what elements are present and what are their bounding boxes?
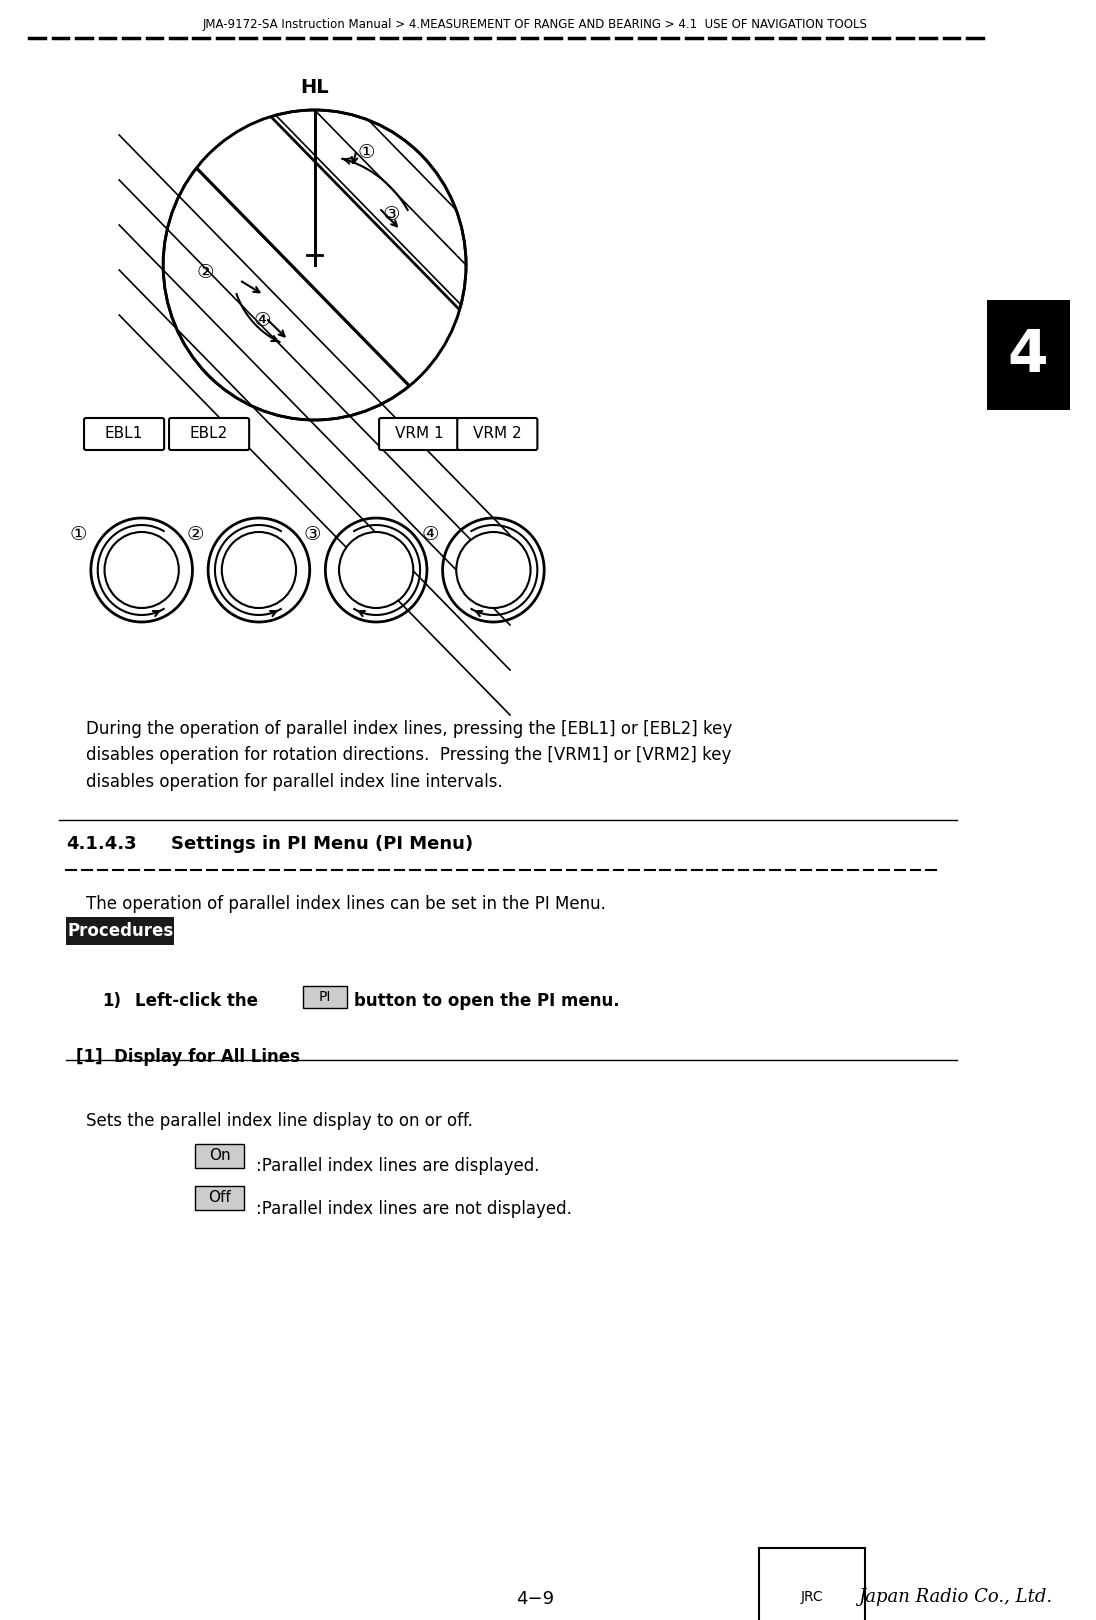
FancyBboxPatch shape [457, 418, 537, 450]
Bar [986, 300, 1070, 410]
Text: VRM 1: VRM 1 [395, 426, 444, 442]
Text: :Parallel index lines are not displayed.: :Parallel index lines are not displayed. [256, 1200, 572, 1218]
Polygon shape [174, 81, 513, 428]
Text: HL: HL [300, 78, 329, 97]
Text: During the operation of parallel index lines, pressing the [EBL1] or [EBL2] key
: During the operation of parallel index l… [85, 719, 732, 791]
Text: Settings in PI Menu (PI Menu): Settings in PI Menu (PI Menu) [171, 834, 473, 854]
FancyBboxPatch shape [169, 418, 249, 450]
Text: Procedures: Procedures [67, 922, 173, 940]
Text: The operation of parallel index lines can be set in the PI Menu.: The operation of parallel index lines ca… [85, 894, 606, 914]
Bar [195, 1186, 244, 1210]
Text: EBL2: EBL2 [190, 426, 228, 442]
FancyBboxPatch shape [84, 418, 164, 450]
Text: ④: ④ [253, 311, 271, 329]
Text: 4.1.4.3: 4.1.4.3 [67, 834, 137, 854]
Text: 1): 1) [103, 991, 122, 1009]
Circle shape [339, 531, 413, 608]
Text: ④: ④ [421, 525, 438, 544]
Text: VRM 2: VRM 2 [473, 426, 522, 442]
Text: Left-click the: Left-click the [135, 991, 258, 1009]
Text: ①: ① [357, 144, 375, 162]
Text: [1]  Display for All Lines: [1] Display for All Lines [77, 1048, 300, 1066]
Text: ②: ② [186, 525, 204, 544]
Text: EBL1: EBL1 [105, 426, 144, 442]
Text: PI: PI [319, 990, 331, 1004]
Circle shape [456, 531, 530, 608]
Text: JMA-9172-SA Instruction Manual > 4.MEASUREMENT OF RANGE AND BEARING > 4.1  USE O: JMA-9172-SA Instruction Manual > 4.MEASU… [203, 18, 868, 31]
Text: ③: ③ [304, 525, 321, 544]
Bar [67, 917, 174, 944]
Circle shape [221, 531, 296, 608]
Text: ①: ① [69, 525, 87, 544]
Text: JRC: JRC [801, 1589, 824, 1604]
Text: :Parallel index lines are displayed.: :Parallel index lines are displayed. [256, 1157, 539, 1174]
Text: 4−9: 4−9 [516, 1589, 555, 1609]
Text: 4: 4 [1007, 327, 1048, 384]
Bar [195, 1144, 244, 1168]
Text: ②: ② [196, 262, 214, 282]
Text: Japan Radio Co., Ltd.: Japan Radio Co., Ltd. [858, 1588, 1052, 1605]
Text: ③: ③ [383, 206, 400, 225]
FancyBboxPatch shape [379, 418, 459, 450]
Bar [302, 987, 346, 1008]
Text: On: On [209, 1149, 230, 1163]
Text: Off: Off [208, 1191, 231, 1205]
Circle shape [104, 531, 179, 608]
Text: button to open the PI menu.: button to open the PI menu. [354, 991, 619, 1009]
Text: Sets the parallel index line display to on or off.: Sets the parallel index line display to … [85, 1111, 472, 1131]
